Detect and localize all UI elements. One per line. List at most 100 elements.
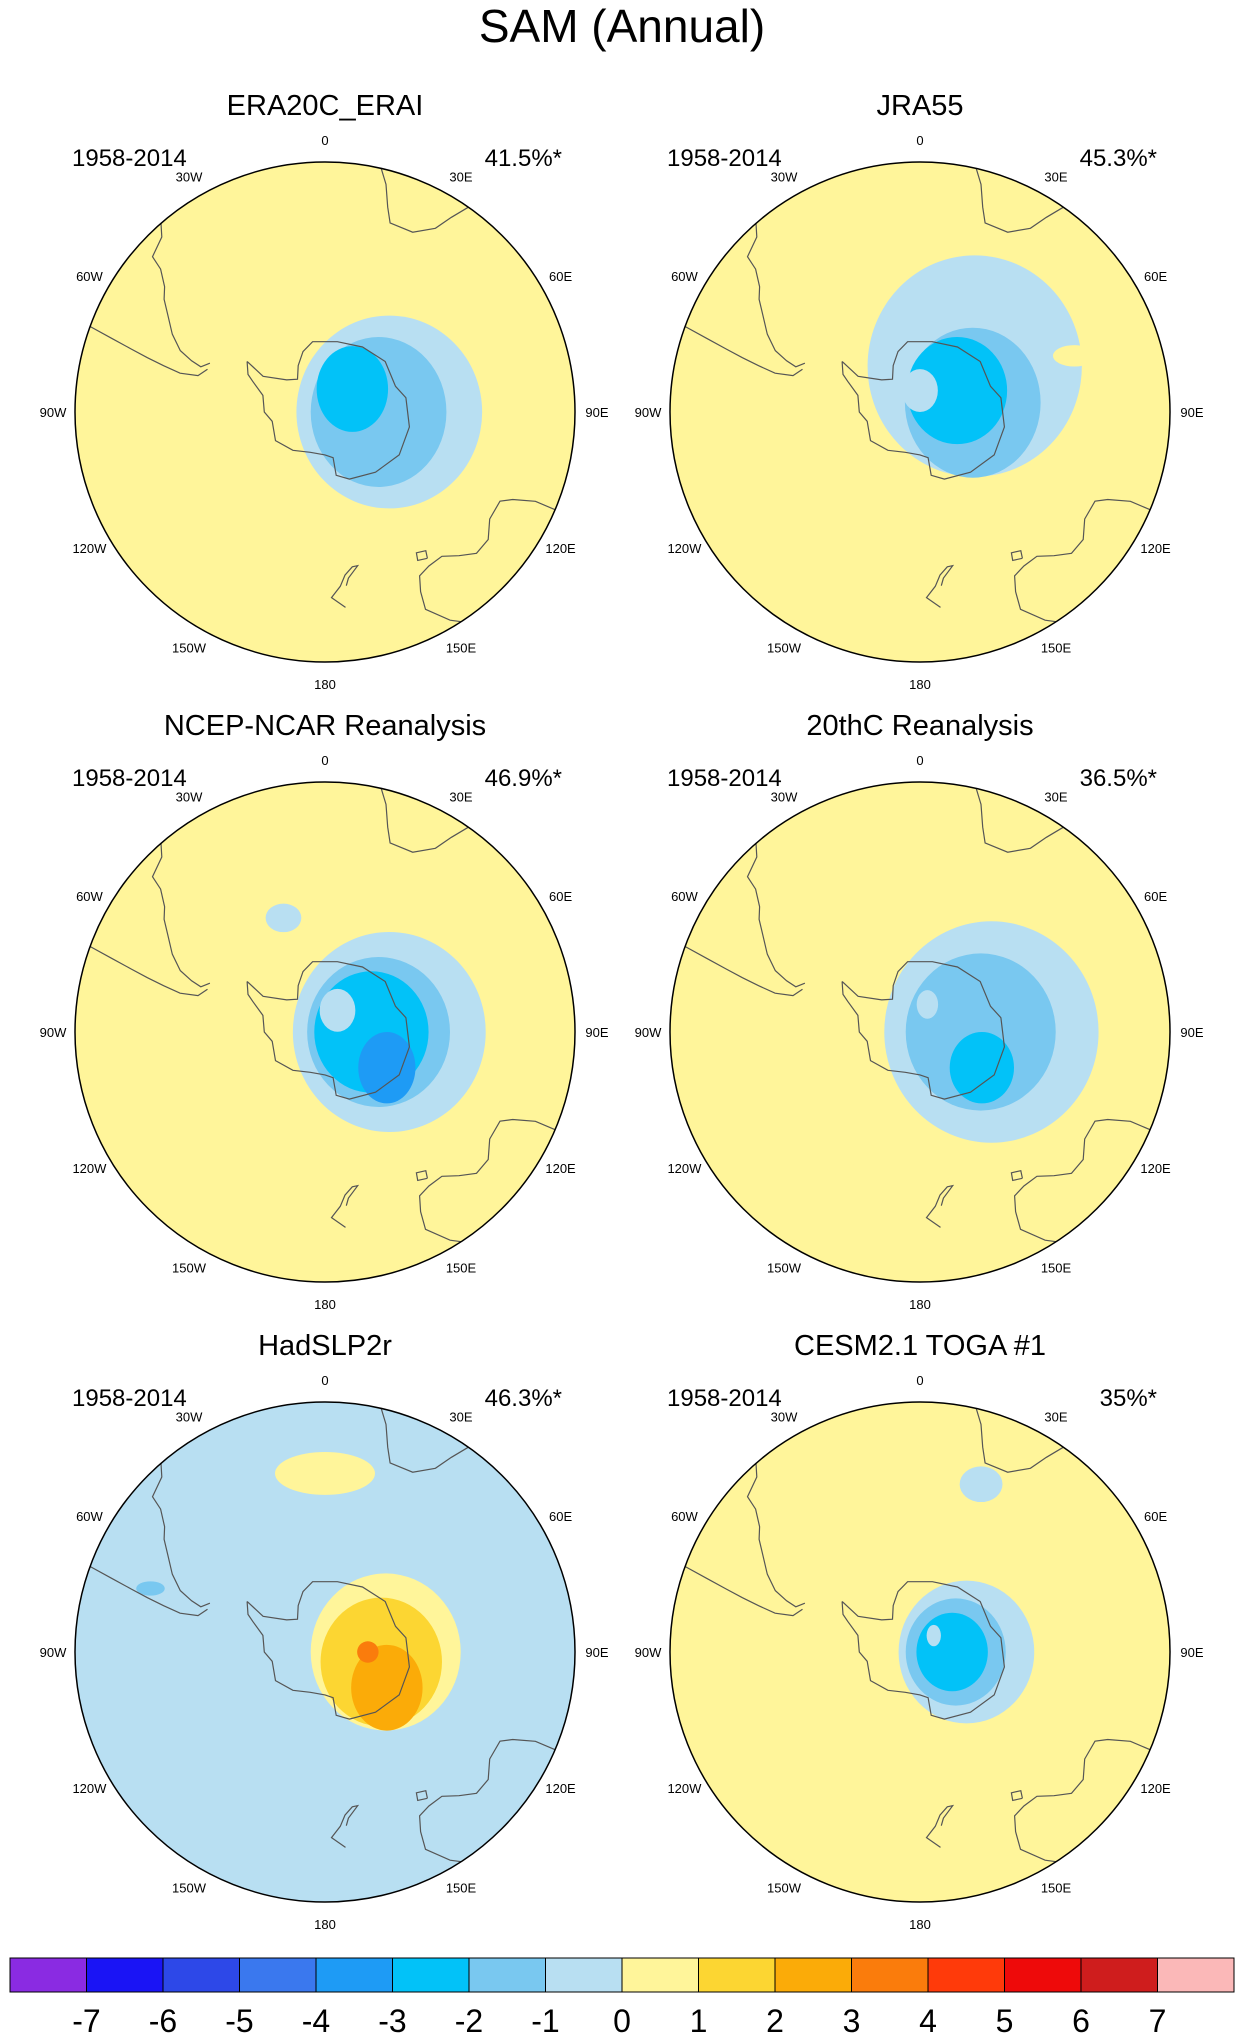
coastline [246,961,411,1100]
period-label: 1958-2014 [72,145,187,172]
colorbar-swatch [239,1957,317,1993]
colorbar-swatch [315,1957,393,1993]
lon-label: 60E [1144,269,1167,284]
coastlines [684,788,1151,1243]
variance-label: 35%* [1100,1385,1157,1412]
colorbar-tick-label: -4 [302,2003,330,2039]
coastline [975,1408,1064,1473]
lon-label: 120E [545,1161,576,1176]
coastline [925,564,955,608]
coastline [89,325,208,377]
lon-label: 120W [72,1781,107,1796]
lon-label: 120W [667,1161,702,1176]
lon-label: 150W [767,641,802,656]
lon-label: 90W [635,1645,662,1660]
lon-label: 60E [549,1509,572,1524]
map-border [669,1401,1171,1903]
coastline [684,945,803,997]
lon-label: 150E [446,641,477,656]
panel-title: CESM2.1 TOGA #1 [794,1330,1046,1362]
contour-neg1 [959,1466,1003,1503]
lon-label: 90W [40,405,67,420]
lon-label: 60E [549,889,572,904]
coastline [418,1118,556,1243]
lon-label: 90E [585,1645,608,1660]
lon-label: 90W [635,405,662,420]
lon-label: 150E [1041,1881,1072,1896]
lon-label: 180 [909,677,931,692]
colorbar-swatch [698,1957,776,1993]
lon-label: 60W [76,269,103,284]
map-panel: NCEP-NCAR Reanalysis 1958-2014 46.9%* 0 30E 6… [40,710,609,1312]
anomaly-field [867,255,1096,478]
coastlines [89,168,556,623]
colorbar-swatch [162,1957,240,1993]
lon-label: 30W [176,789,203,804]
coastline [925,1184,955,1228]
lon-label: 90E [1180,1025,1203,1040]
contour-neg1 [926,1624,941,1647]
map-border [74,1401,576,1903]
lon-label: 30W [771,789,798,804]
contour-neg3 [916,1612,988,1692]
panel-title: ERA20C_ERAI [227,90,424,122]
lon-label: 30E [449,169,472,184]
coastline [684,325,803,377]
colorbar: -7 -6 -5 -4 -3 -2 -1 0 1 2 3 4 5 6 7 [9,1957,1235,2039]
map-panel: 20thC Reanalysis 1958-2014 36.5%* 0 30E 60E 90… [635,710,1204,1312]
coastline [246,1581,411,1720]
period-label: 1958-2014 [72,765,187,792]
coastline [330,1804,360,1848]
coastline [418,498,556,623]
colorbar-swatch [1080,1957,1158,1993]
colorbar-tick-label: 1 [690,2003,708,2039]
coastline [1013,498,1151,623]
colorbar-tick-label: 4 [919,2003,937,2039]
lon-label: 0 [321,1373,328,1388]
lon-label: 150E [1041,641,1072,656]
coastline [151,843,211,988]
lon-label: 60W [76,889,103,904]
map-panel: HadSLP2r 1958-2014 46.3%* 0 30E 60E 90E 120E 150… [40,1330,609,1932]
colorbar-tick-label: -2 [455,2003,483,2039]
lon-label: 150E [1041,1261,1072,1276]
lon-label: 30W [176,1409,203,1424]
contour-neg4 [358,1032,416,1104]
coastline [330,564,360,608]
lon-label: 180 [314,677,336,692]
map-border [669,781,1171,1283]
coastline [89,1565,208,1617]
lon-label: 0 [916,753,923,768]
coastline [841,341,1006,480]
lon-label: 0 [321,753,328,768]
variance-label: 41.5%* [485,145,562,172]
lon-label: 180 [909,1297,931,1312]
colorbar-swatch [9,1957,87,1993]
lon-label: 150E [446,1881,477,1896]
coastline [415,1789,428,1802]
contour-pos1 [275,1452,375,1495]
coastline [975,168,1064,233]
lon-label: 60E [1144,1509,1167,1524]
colorbar-tick-label: -5 [225,2003,253,2039]
coastline [1010,1169,1023,1182]
colorbar-swatch [1004,1957,1082,1993]
coastlines [684,1408,1151,1863]
colorbar-swatch [1157,1957,1235,1993]
coastline [415,549,428,562]
contour-pos1 [827,1160,856,1176]
contour-pos1 [1034,1641,1063,1663]
lon-label: 120W [667,1781,702,1796]
coastline [841,961,1006,1100]
lon-label: 120E [545,1781,576,1796]
contour-pos1 [1052,345,1096,367]
coastline [330,1184,360,1228]
period-label: 1958-2014 [72,1385,187,1412]
lon-label: 0 [916,1373,923,1388]
lon-label: 150W [172,1881,207,1896]
lon-label: 30E [449,789,472,804]
variance-label: 45.3%* [1080,145,1157,172]
contour-neg3 [949,1032,1015,1104]
lon-label: 30E [1044,789,1067,804]
coastline [1013,1738,1151,1863]
